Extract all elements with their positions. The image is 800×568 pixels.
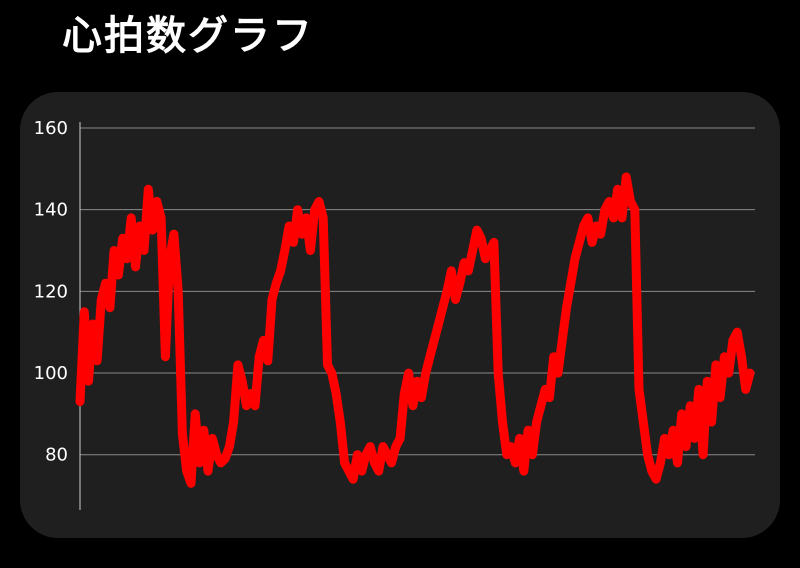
chart-card: 80 100 120 140 160 [20,92,780,538]
y-tick-label: 100 [34,363,68,384]
heart-rate-chart: 80 100 120 140 160 [34,118,755,510]
y-tick-label: 80 [45,445,68,466]
y-tick-label: 140 [34,200,68,221]
page-title: 心拍数グラフ [62,13,314,59]
y-tick-label: 120 [34,281,68,302]
series-line-0 [75,172,755,488]
y-tick-label: 160 [34,118,68,139]
